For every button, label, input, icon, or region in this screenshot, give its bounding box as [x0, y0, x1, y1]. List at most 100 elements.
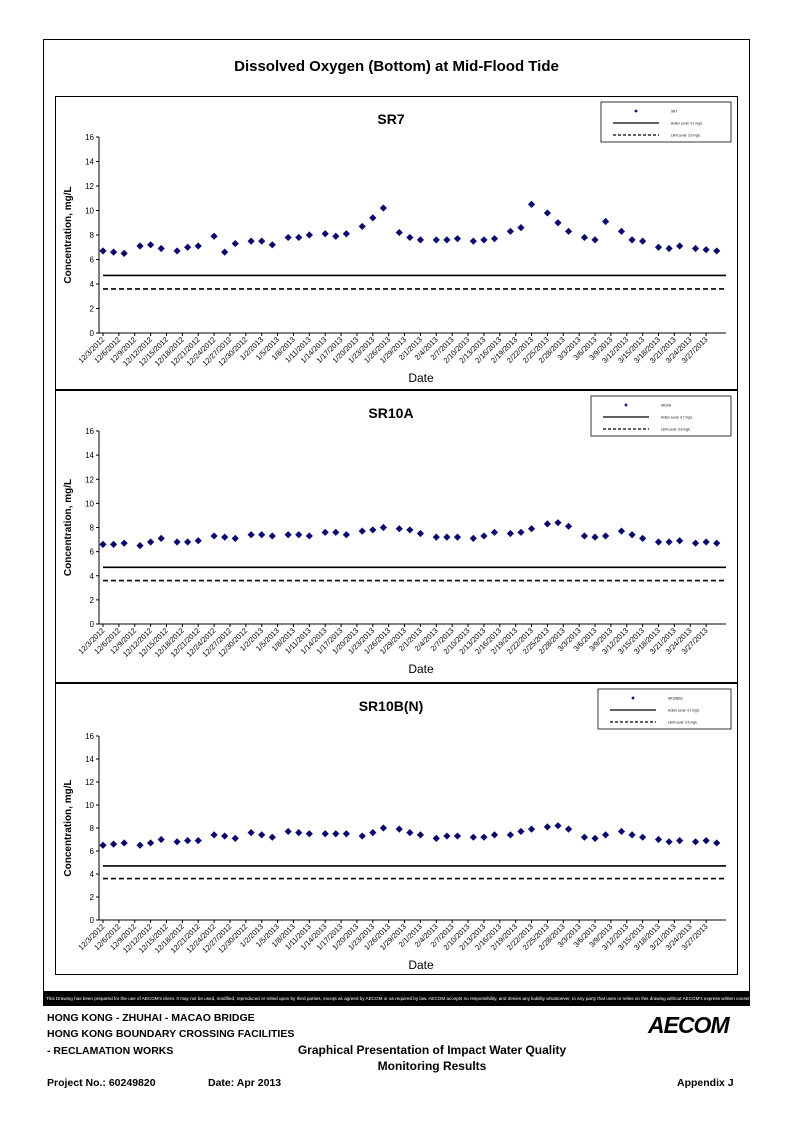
data-point [527, 200, 536, 208]
legend-sr10a: SR10A Action Level: 4.7 mg/L Limit Level: … [590, 395, 732, 437]
data-point [506, 529, 514, 538]
data-point [258, 531, 266, 539]
data-point [173, 247, 181, 255]
data-point [591, 834, 599, 842]
data-point [490, 235, 499, 243]
chart-title-sr10b-n: SR10B(N) [359, 698, 424, 714]
data-point [480, 833, 488, 841]
data-point [506, 831, 514, 839]
data-point [713, 839, 721, 847]
data-point [136, 242, 144, 250]
data-point [554, 519, 562, 527]
legend-marker [631, 696, 635, 700]
data-point [602, 532, 610, 540]
y-tick-label-0: 0 [90, 329, 95, 338]
data-point [120, 249, 128, 257]
data-point [580, 532, 589, 540]
data-point [358, 222, 366, 231]
data-point [654, 243, 663, 251]
legend-label: Action Level: 4.7 mg/L [661, 416, 693, 420]
data-point [591, 533, 599, 541]
data-point [469, 534, 477, 542]
chart-title-sr7: SR7 [377, 111, 404, 127]
data-point [713, 539, 721, 547]
data-point [480, 532, 488, 540]
legend-sr10b-n: SR10B(N) Action Level: 4.7 mg/L Limit Leve… [597, 688, 732, 730]
data-point [369, 526, 377, 534]
data-point [379, 204, 388, 212]
data-point [321, 230, 329, 238]
y-tick-label-12: 12 [85, 475, 94, 484]
legend-label: Limit Level: 3.6 mg/L [661, 428, 691, 432]
legend-label: Limit Level: 3.6 mg/L [671, 134, 701, 138]
data-point [342, 230, 350, 238]
x-axis-label-sr7: Date [408, 371, 434, 385]
data-point [432, 834, 440, 842]
data-point [268, 241, 276, 249]
data-point [157, 835, 165, 844]
data-point [210, 831, 218, 839]
data-point [628, 531, 636, 539]
data-point [554, 822, 562, 830]
data-point [406, 526, 414, 534]
x-axis-label-sr10b-n: Date [408, 958, 434, 972]
data-point [654, 538, 663, 546]
data-point [665, 538, 673, 546]
y-tick-label-14: 14 [85, 158, 94, 167]
y-tick-label-4: 4 [90, 572, 95, 581]
chart-sr10bn: SR10B(N) 0 2 4 6 8 10 12 14 16 Concentration, mg/L… [63, 688, 732, 972]
project-number: Project No.: 60249820 [47, 1077, 156, 1089]
y-tick-label-10: 10 [85, 499, 94, 508]
y-tick-label-16: 16 [85, 732, 94, 741]
chart-title-sr10a: SR10A [368, 405, 413, 421]
data-point [99, 841, 107, 849]
y-tick-label-6: 6 [90, 256, 95, 265]
data-point [527, 525, 536, 533]
data-point [258, 237, 266, 245]
data-point [443, 236, 451, 244]
legend-label: Limit Level: 3.6 mg/L [668, 721, 698, 725]
y-tick-label-0: 0 [90, 620, 95, 629]
data-point [702, 538, 710, 546]
y-tick-label-8: 8 [90, 231, 95, 240]
data-point [676, 837, 684, 845]
data-point [379, 824, 388, 832]
data-point [231, 239, 239, 248]
data-point [416, 831, 425, 839]
legend-sr7: SR7 Action Level: 4.7 mg/L Limit Level: 3.… [600, 101, 732, 143]
data-point [99, 247, 107, 255]
data-point [406, 233, 414, 242]
data-point [109, 540, 118, 548]
drawing-frame [43, 39, 750, 992]
data-point [210, 532, 218, 540]
data-point [517, 528, 525, 536]
legend-label: SR10B(N) [668, 697, 683, 701]
data-point [358, 832, 366, 840]
data-point [231, 834, 239, 842]
data-point [284, 531, 292, 539]
data-point [358, 527, 366, 535]
data-point [395, 228, 403, 237]
appendix-label: Appendix J [677, 1077, 734, 1089]
data-point [173, 538, 181, 546]
legend-box [597, 688, 732, 730]
data-point [184, 837, 192, 845]
data-point [665, 244, 673, 253]
data-point [284, 233, 292, 242]
data-point [295, 233, 303, 242]
data-point [147, 839, 155, 847]
data-point [691, 838, 700, 846]
data-point [342, 830, 350, 838]
data-point [702, 246, 710, 254]
data-point [443, 832, 451, 840]
chart-panel-sr10a: SR10A 0 2 4 6 8 10 12 14 16 Concentration, mg/L 12/… [55, 390, 738, 683]
data-point [432, 533, 440, 541]
y-tick-label-2: 2 [90, 893, 95, 902]
y-tick-label-14: 14 [85, 451, 94, 460]
legend-marker [624, 403, 628, 407]
data-point [268, 532, 276, 540]
data-point [406, 829, 414, 837]
legend-label: Action Level: 4.7 mg/L [671, 122, 703, 126]
data-point [480, 236, 488, 244]
